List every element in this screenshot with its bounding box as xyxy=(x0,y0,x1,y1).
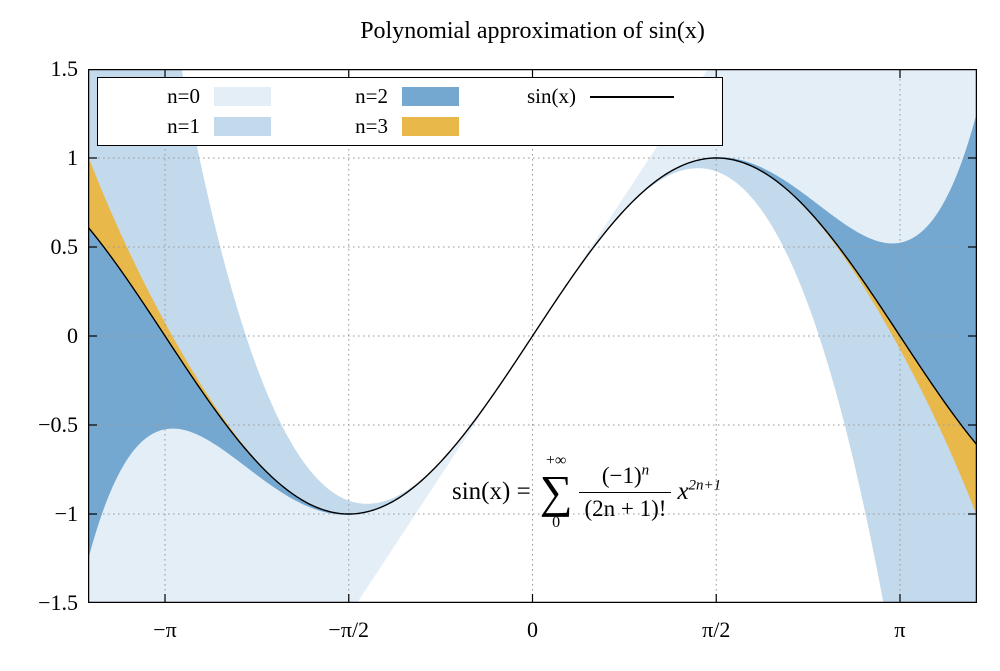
summation-upper-limit: +∞ xyxy=(545,452,567,469)
legend-label: n=3 xyxy=(355,114,388,138)
plot-border xyxy=(88,69,977,603)
tail-exponent: 2n+1 xyxy=(688,477,722,494)
fraction-bar xyxy=(579,491,672,493)
fraction-numerator: (−1)n xyxy=(597,463,654,491)
legend: n=0 n=2 sin(x) n=1 n=3 xyxy=(97,77,723,146)
tail-variable: x xyxy=(677,478,689,505)
legend-entry-n=0: n=0 xyxy=(108,83,296,110)
numerator-base: (−1) xyxy=(601,463,642,489)
legend-entry-n=2: n=2 xyxy=(296,83,484,110)
numerator-exponent: n xyxy=(641,462,650,479)
x-tick-label: −π/2 xyxy=(328,617,370,642)
y-tick-label: −1.5 xyxy=(38,590,78,615)
x-tick-label: −π xyxy=(153,617,177,642)
legend-label: n=1 xyxy=(167,114,200,138)
y-tick-label: 1.5 xyxy=(50,56,79,81)
legend-entry-n=3: n=3 xyxy=(296,113,484,140)
x-tick-label: 0 xyxy=(527,617,538,642)
summation-symbol: +∞ ∑ 0 xyxy=(540,452,573,532)
legend-line-sample xyxy=(590,95,674,98)
legend-label: n=2 xyxy=(355,84,388,108)
y-tick-label: −1 xyxy=(54,501,78,526)
legend-label: n=0 xyxy=(167,84,200,108)
formula-annotation: sin(x) = +∞ ∑ 0 (−1)n (2n + 1)! x2n+1 xyxy=(452,452,721,532)
tick-marks xyxy=(88,69,977,603)
legend-color-swatch xyxy=(214,87,271,106)
chart-title: Polynomial approximation of sin(x) xyxy=(360,18,705,44)
sigma-glyph: ∑ xyxy=(539,466,573,517)
formula-fraction: (−1)n (2n + 1)! xyxy=(579,463,672,521)
legend-color-swatch xyxy=(402,87,459,106)
sin-curve xyxy=(88,157,977,515)
x-tick-label: π xyxy=(894,617,906,642)
summation-lower-limit: 0 xyxy=(552,514,561,531)
y-tick-label: −0.5 xyxy=(38,412,78,437)
x-tick-label: π/2 xyxy=(702,617,731,642)
legend-entry-n=1: n=1 xyxy=(108,113,296,140)
band-n=0 xyxy=(88,69,977,603)
legend-color-swatch xyxy=(214,117,271,136)
fraction-denominator: (2n + 1)! xyxy=(584,495,667,521)
legend-color-swatch xyxy=(402,117,459,136)
formula-lhs: sin(x) = xyxy=(452,478,531,505)
y-tick-label: 1 xyxy=(67,145,78,170)
legend-entry-sin(x): sin(x) xyxy=(484,83,712,110)
y-tick-label: 0 xyxy=(67,323,78,348)
legend-label: sin(x) xyxy=(527,84,576,108)
y-tick-label: 0.5 xyxy=(50,234,79,259)
formula-tail: x2n+1 xyxy=(677,478,721,506)
